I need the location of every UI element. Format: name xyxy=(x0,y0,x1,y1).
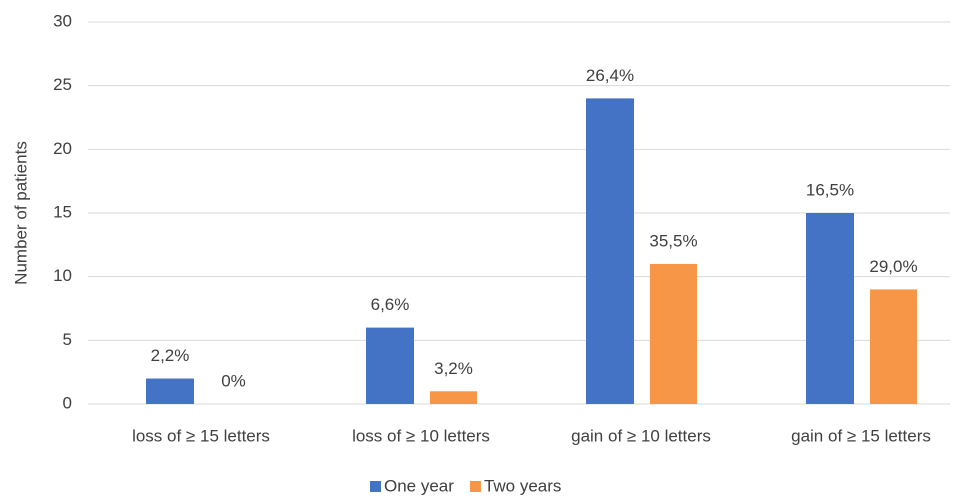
data-label: 0% xyxy=(221,371,246,390)
data-label: 35,5% xyxy=(649,231,697,250)
legend-swatch xyxy=(370,481,381,492)
bar xyxy=(366,327,414,404)
bar xyxy=(650,263,697,404)
data-label: 3,2% xyxy=(434,359,473,378)
y-tick-label: 0 xyxy=(63,393,72,412)
data-label: 26,4% xyxy=(586,66,634,85)
legend-swatch xyxy=(469,481,481,492)
data-label: 16,5% xyxy=(806,180,854,199)
legend-label: One year xyxy=(384,476,454,495)
x-tick-label: gain of ≥ 15 letters xyxy=(791,426,931,445)
y-tick-label: 20 xyxy=(53,139,72,158)
bar xyxy=(146,378,194,404)
y-tick-label: 25 xyxy=(53,75,72,94)
bar xyxy=(806,213,854,404)
x-tick-label: loss of ≥ 10 letters xyxy=(352,426,490,445)
bar xyxy=(430,391,477,404)
x-tick-label: loss of ≥ 15 letters xyxy=(132,426,270,445)
bar xyxy=(870,289,917,404)
bar xyxy=(586,98,634,405)
y-tick-label: 30 xyxy=(53,11,72,30)
data-label: 29,0% xyxy=(869,257,917,276)
y-tick-label: 5 xyxy=(63,330,72,349)
x-tick-label: gain of ≥ 10 letters xyxy=(571,426,711,445)
y-axis-title: Number of patients xyxy=(11,141,30,285)
data-label: 6,6% xyxy=(371,295,410,314)
y-tick-label: 10 xyxy=(53,266,72,285)
legend-label: Two years xyxy=(484,476,561,495)
data-label: 2,2% xyxy=(151,346,190,365)
y-tick-label: 15 xyxy=(53,202,72,221)
